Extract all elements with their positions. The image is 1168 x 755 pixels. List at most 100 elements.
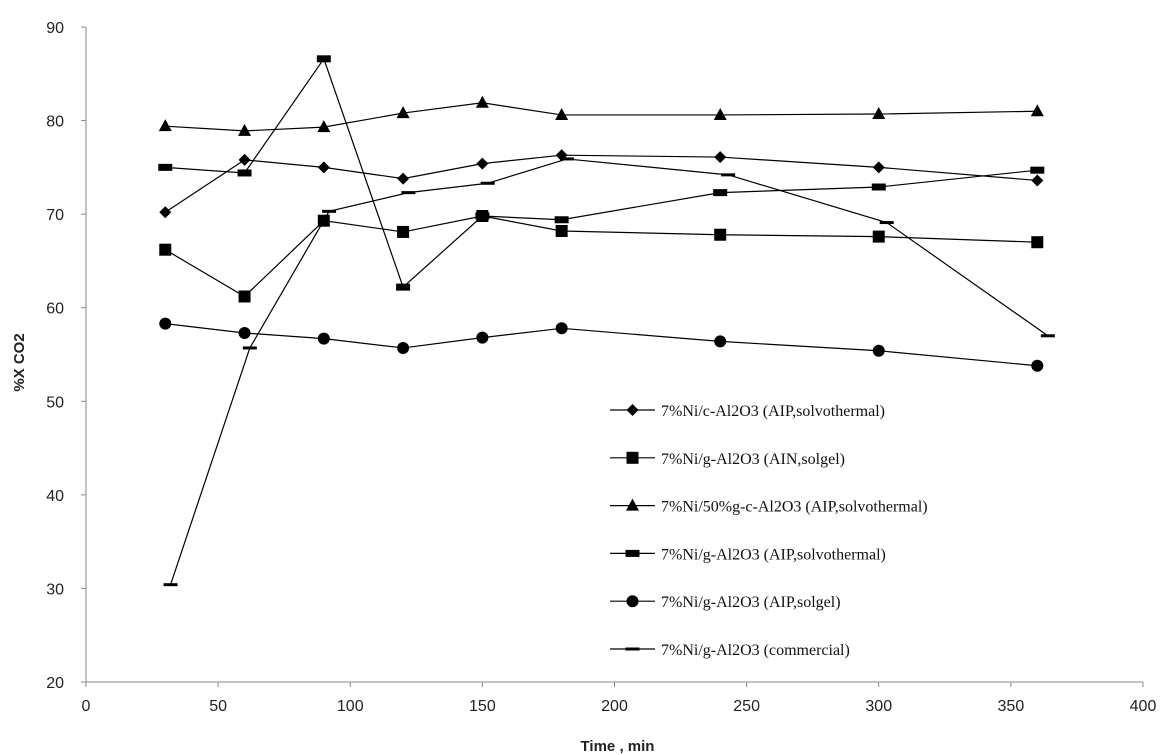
data-point — [476, 157, 489, 170]
y-axis-title: %X CO2 — [11, 333, 28, 391]
data-point — [480, 181, 495, 185]
series-5 — [159, 317, 1044, 372]
y-tick-label: 50 — [46, 394, 64, 411]
data-point — [238, 326, 251, 339]
data-point — [238, 123, 252, 136]
legend-label: 7%Ni/g-Al2O3 (AIP,solvothermal) — [661, 546, 886, 563]
data-point — [872, 161, 885, 174]
data-point — [554, 216, 569, 224]
legend-item: 7%Ni/50%g-c-Al2O3 (AIP,solvothermal) — [610, 498, 928, 516]
legend: 7%Ni/c-Al2O3 (AIP,solvothermal) 7%Ni/g-Al… — [610, 403, 928, 659]
legend-label: 7%Ni/g-Al2O3 (commercial) — [661, 642, 850, 659]
data-point — [475, 212, 490, 220]
data-point — [721, 173, 736, 177]
series-line — [169, 158, 1049, 585]
x-tick-label: 400 — [1130, 698, 1157, 715]
data-point — [555, 224, 568, 237]
x-tick-label: 250 — [733, 698, 760, 715]
y-tick-label: 80 — [46, 114, 64, 131]
legend-item: 7%Ni/c-Al2O3 (AIP,solvothermal) — [610, 403, 885, 420]
data-point — [871, 183, 886, 191]
data-point — [317, 161, 330, 174]
legend-marker — [625, 549, 640, 557]
y-tick-label: 90 — [46, 20, 64, 37]
axes: 0 50 100 150 200 250 300 350 400 20 30 40 50 60 70 80 90 — [46, 20, 1156, 715]
data-point — [316, 55, 331, 63]
data-point — [397, 341, 410, 354]
data-point — [397, 172, 410, 185]
data-point — [872, 344, 885, 357]
data-point — [397, 225, 410, 238]
data-point — [1031, 174, 1044, 187]
data-point — [159, 243, 172, 256]
data-point — [322, 209, 337, 213]
x-tick-label: 150 — [469, 698, 496, 715]
y-tick-label: 30 — [46, 581, 64, 598]
data-point — [872, 230, 885, 243]
series-line — [165, 57, 1038, 289]
legend-label: 7%Ni/c-Al2O3 (AIP,solvothermal) — [661, 403, 885, 420]
legend-marker — [626, 404, 639, 416]
data-point — [555, 322, 568, 335]
data-point — [158, 163, 173, 171]
data-point — [1031, 359, 1044, 372]
data-point — [238, 153, 251, 166]
data-point — [396, 283, 411, 291]
data-point — [1030, 166, 1045, 174]
legend-marker — [626, 451, 639, 464]
x-tick-label: 0 — [82, 698, 91, 715]
x-tick-label: 200 — [601, 698, 628, 715]
x-tick-label: 100 — [337, 698, 364, 715]
data-point — [713, 189, 728, 197]
legend-marker — [626, 498, 639, 511]
data-point — [713, 107, 727, 120]
data-point — [158, 119, 172, 132]
data-point — [1040, 334, 1055, 338]
data-point — [879, 221, 894, 225]
series-2 — [159, 210, 1044, 303]
legend-item: 7%Ni/g-Al2O3 (AIP,solgel) — [610, 594, 841, 611]
data-point — [163, 583, 178, 587]
series-3 — [158, 95, 1044, 136]
data-point — [238, 290, 251, 303]
series-layer — [158, 55, 1055, 587]
data-point — [476, 331, 489, 344]
x-tick-label: 50 — [209, 698, 227, 715]
data-point — [714, 228, 727, 241]
legend-item: 7%Ni/g-Al2O3 (AIN,solgel) — [610, 451, 845, 468]
y-tick-label: 60 — [46, 301, 64, 318]
data-point — [1030, 104, 1044, 117]
data-point — [396, 106, 410, 119]
data-point — [237, 169, 252, 177]
data-point — [872, 107, 886, 120]
y-tick-label: 40 — [46, 488, 64, 505]
legend-marker — [626, 595, 639, 608]
legend-item: 7%Ni/g-Al2O3 (commercial) — [610, 642, 850, 659]
x-tick-label: 350 — [998, 698, 1025, 715]
data-point — [317, 332, 330, 345]
data-point — [555, 107, 569, 120]
data-point — [401, 191, 416, 195]
data-point — [242, 346, 257, 350]
y-tick-label: 20 — [46, 675, 64, 692]
data-point — [559, 157, 574, 161]
series-line — [164, 215, 1038, 298]
series-4 — [158, 55, 1045, 291]
y-tick-label: 70 — [46, 207, 64, 224]
legend-label: 7%Ni/g-Al2O3 (AIP,solgel) — [661, 594, 841, 611]
legend-item: 7%Ni/g-Al2O3 (AIP,solvothermal) — [610, 546, 886, 563]
legend-marker — [625, 647, 640, 651]
legend-label: 7%Ni/50%g-c-Al2O3 (AIP,solvothermal) — [661, 499, 928, 516]
data-point — [317, 120, 331, 133]
data-point — [159, 206, 172, 219]
data-point — [714, 151, 727, 164]
data-point — [714, 335, 727, 348]
series-6 — [163, 157, 1055, 587]
data-point — [1031, 236, 1044, 249]
x-axis-title: Time , min — [581, 738, 655, 755]
data-point — [159, 317, 172, 330]
series-line — [165, 102, 1038, 132]
series-line — [165, 323, 1038, 367]
